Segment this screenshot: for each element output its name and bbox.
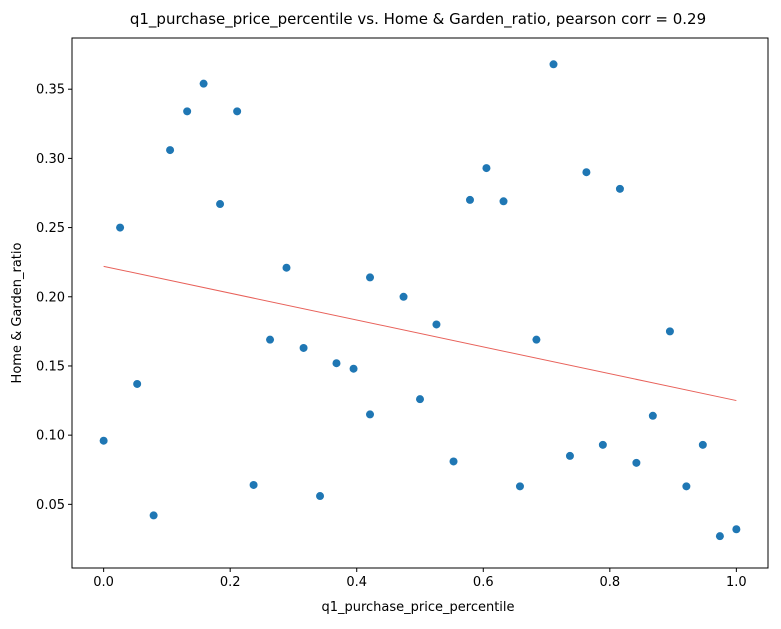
x-tick-label: 0.4: [346, 575, 367, 590]
data-point: [133, 379, 142, 388]
data-point: [249, 480, 258, 489]
data-point: [465, 195, 474, 204]
data-point: [449, 457, 458, 466]
data-point: [366, 410, 375, 419]
data-point: [549, 60, 558, 69]
data-point: [532, 335, 541, 344]
data-point: [349, 364, 358, 373]
data-point: [332, 359, 341, 368]
y-axis-label: Home & Garden_ratio: [10, 243, 25, 384]
x-tick-label: 0.8: [599, 575, 620, 590]
data-point: [482, 164, 491, 173]
data-point: [615, 184, 624, 193]
data-point: [199, 79, 208, 88]
data-point: [183, 107, 192, 116]
x-tick-label: 1.0: [726, 575, 747, 590]
plot-area: 0.0 0.2 0.4 0.6 0.8 1.0 0.05 0.10 0.15 0.20 0.25 0.…: [36, 37, 769, 590]
trend-line: [103, 265, 737, 402]
y-tick-label: 0.10: [36, 429, 65, 444]
data-point: [99, 436, 108, 445]
data-point: [632, 458, 641, 467]
x-tick-label: 0.0: [93, 575, 114, 590]
data-point: [266, 335, 275, 344]
data-point: [582, 168, 591, 177]
data-point: [366, 273, 375, 282]
x-tick-label: 0.6: [473, 575, 494, 590]
data-point: [299, 343, 308, 352]
x-axis-label: q1_purchase_price_percentile: [321, 600, 514, 615]
y-tick-label: 0.15: [36, 359, 65, 374]
data-point: [166, 146, 175, 155]
data-point: [715, 532, 724, 541]
y-tick-label: 0.30: [36, 152, 65, 167]
data-point: [116, 223, 125, 232]
y-tick-label: 0.35: [36, 83, 65, 98]
data-point: [665, 327, 674, 336]
data-point: [216, 200, 225, 209]
data-point: [233, 107, 242, 116]
data-point: [282, 263, 291, 272]
data-point: [149, 511, 158, 520]
data-point: [515, 482, 524, 491]
data-point: [416, 395, 424, 404]
axes-frame: [71, 37, 769, 569]
data-point: [732, 525, 741, 534]
data-point: [499, 197, 508, 206]
data-point: [432, 320, 441, 329]
y-tick-label: 0.25: [36, 221, 65, 236]
data-point: [399, 292, 408, 301]
data-point: [682, 482, 691, 491]
y-tick-label: 0.05: [36, 498, 65, 513]
chart-title: q1_purchase_price_percentile vs. Home & …: [130, 10, 706, 29]
data-point: [698, 440, 707, 449]
y-tick-label: 0.20: [36, 290, 65, 305]
x-tick-label: 0.2: [220, 575, 241, 590]
data-point: [648, 411, 657, 420]
data-point: [316, 492, 325, 501]
data-point: [565, 451, 574, 460]
data-point: [598, 440, 607, 449]
